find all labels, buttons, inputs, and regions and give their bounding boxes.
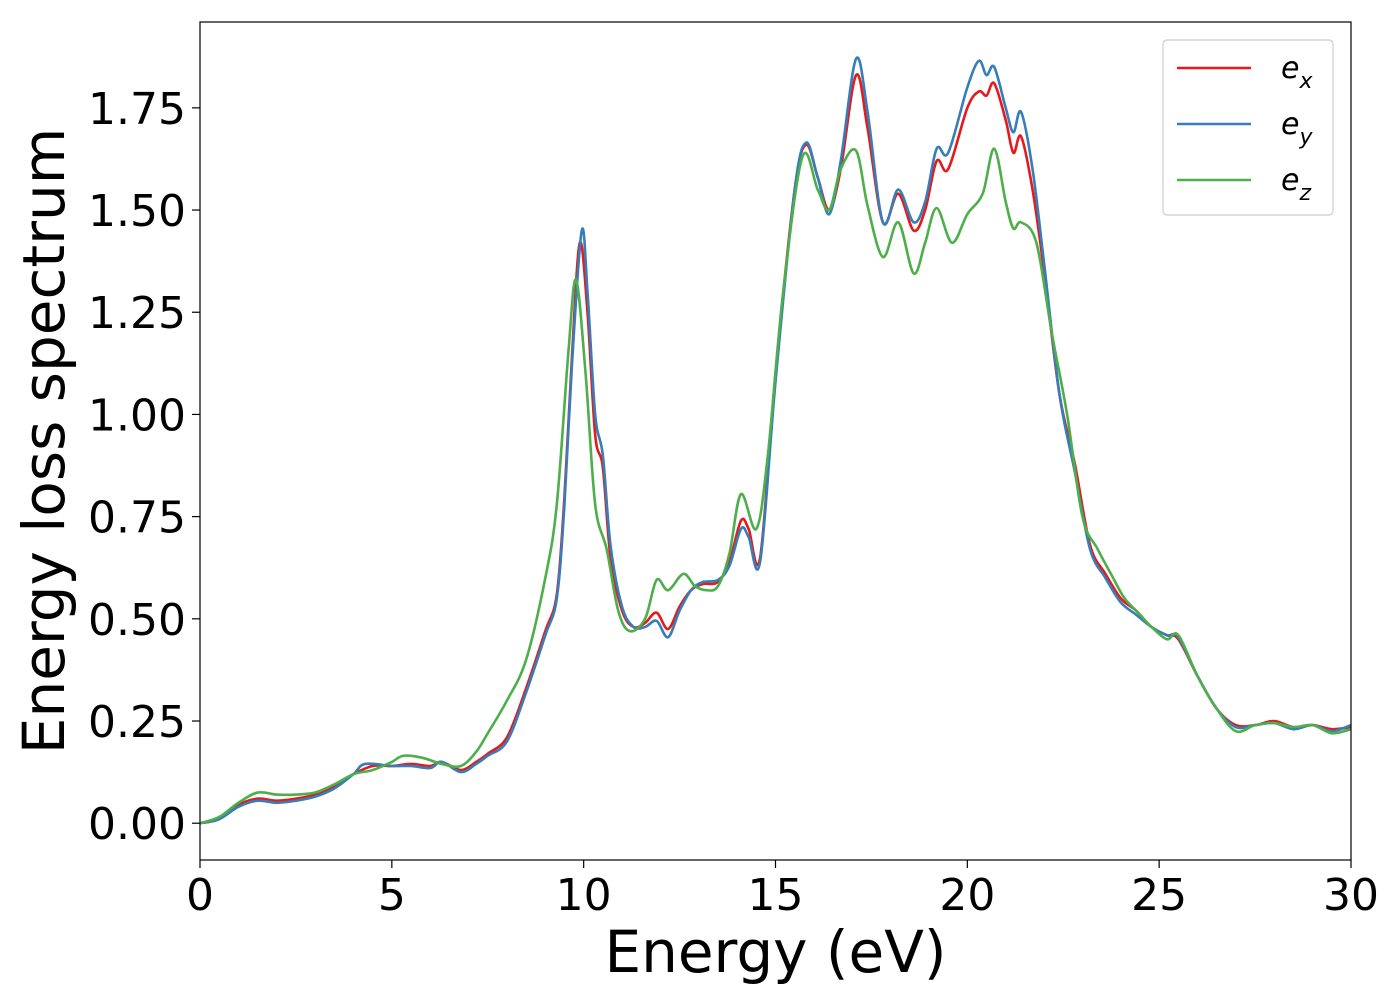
x-tick-label: 30: [1323, 870, 1379, 921]
y-tick-label: 0.25: [88, 697, 186, 748]
series-line-e-y: [200, 56, 1351, 825]
y-tick-label: 1.50: [88, 186, 186, 237]
legend-label: ey: [1281, 107, 1313, 150]
legend-label-sub: x: [1298, 69, 1313, 94]
legend-label: ez: [1281, 163, 1311, 206]
x-tick-label: 0: [186, 870, 214, 921]
legend-label-main: e: [1281, 107, 1299, 142]
x-tick-label: 10: [556, 870, 612, 921]
legend-label-sub: y: [1298, 125, 1313, 150]
y-axis-ticks: 0.00 0.25 0.50 0.75 1.00 1.25 1.50 1.75: [88, 84, 200, 850]
y-tick-label: 0.00: [88, 799, 186, 850]
y-tick-label: 1.00: [88, 390, 186, 441]
x-tick-label: 20: [939, 870, 995, 921]
y-axis-title: Energy loss spectrum: [10, 128, 78, 754]
y-tick-label: 0.75: [88, 493, 186, 544]
legend-label-sub: z: [1298, 181, 1311, 206]
x-tick-label: 15: [748, 870, 804, 921]
x-axis-ticks: 0 5 10 15 20 25 30: [186, 860, 1379, 921]
legend-box: [1162, 39, 1334, 216]
y-tick-label: 0.50: [88, 595, 186, 646]
x-axis-title: Energy (eV): [604, 918, 946, 986]
y-tick-label: 1.25: [88, 288, 186, 339]
x-tick-label: 25: [1131, 870, 1187, 921]
y-tick-label: 1.75: [88, 84, 186, 135]
legend-label-main: e: [1281, 163, 1299, 198]
legend-label: ex: [1281, 51, 1313, 94]
series-layer: [200, 56, 1351, 825]
legend-label-main: e: [1281, 51, 1299, 86]
series-line-e-z: [200, 147, 1351, 825]
x-tick-label: 5: [378, 870, 406, 921]
